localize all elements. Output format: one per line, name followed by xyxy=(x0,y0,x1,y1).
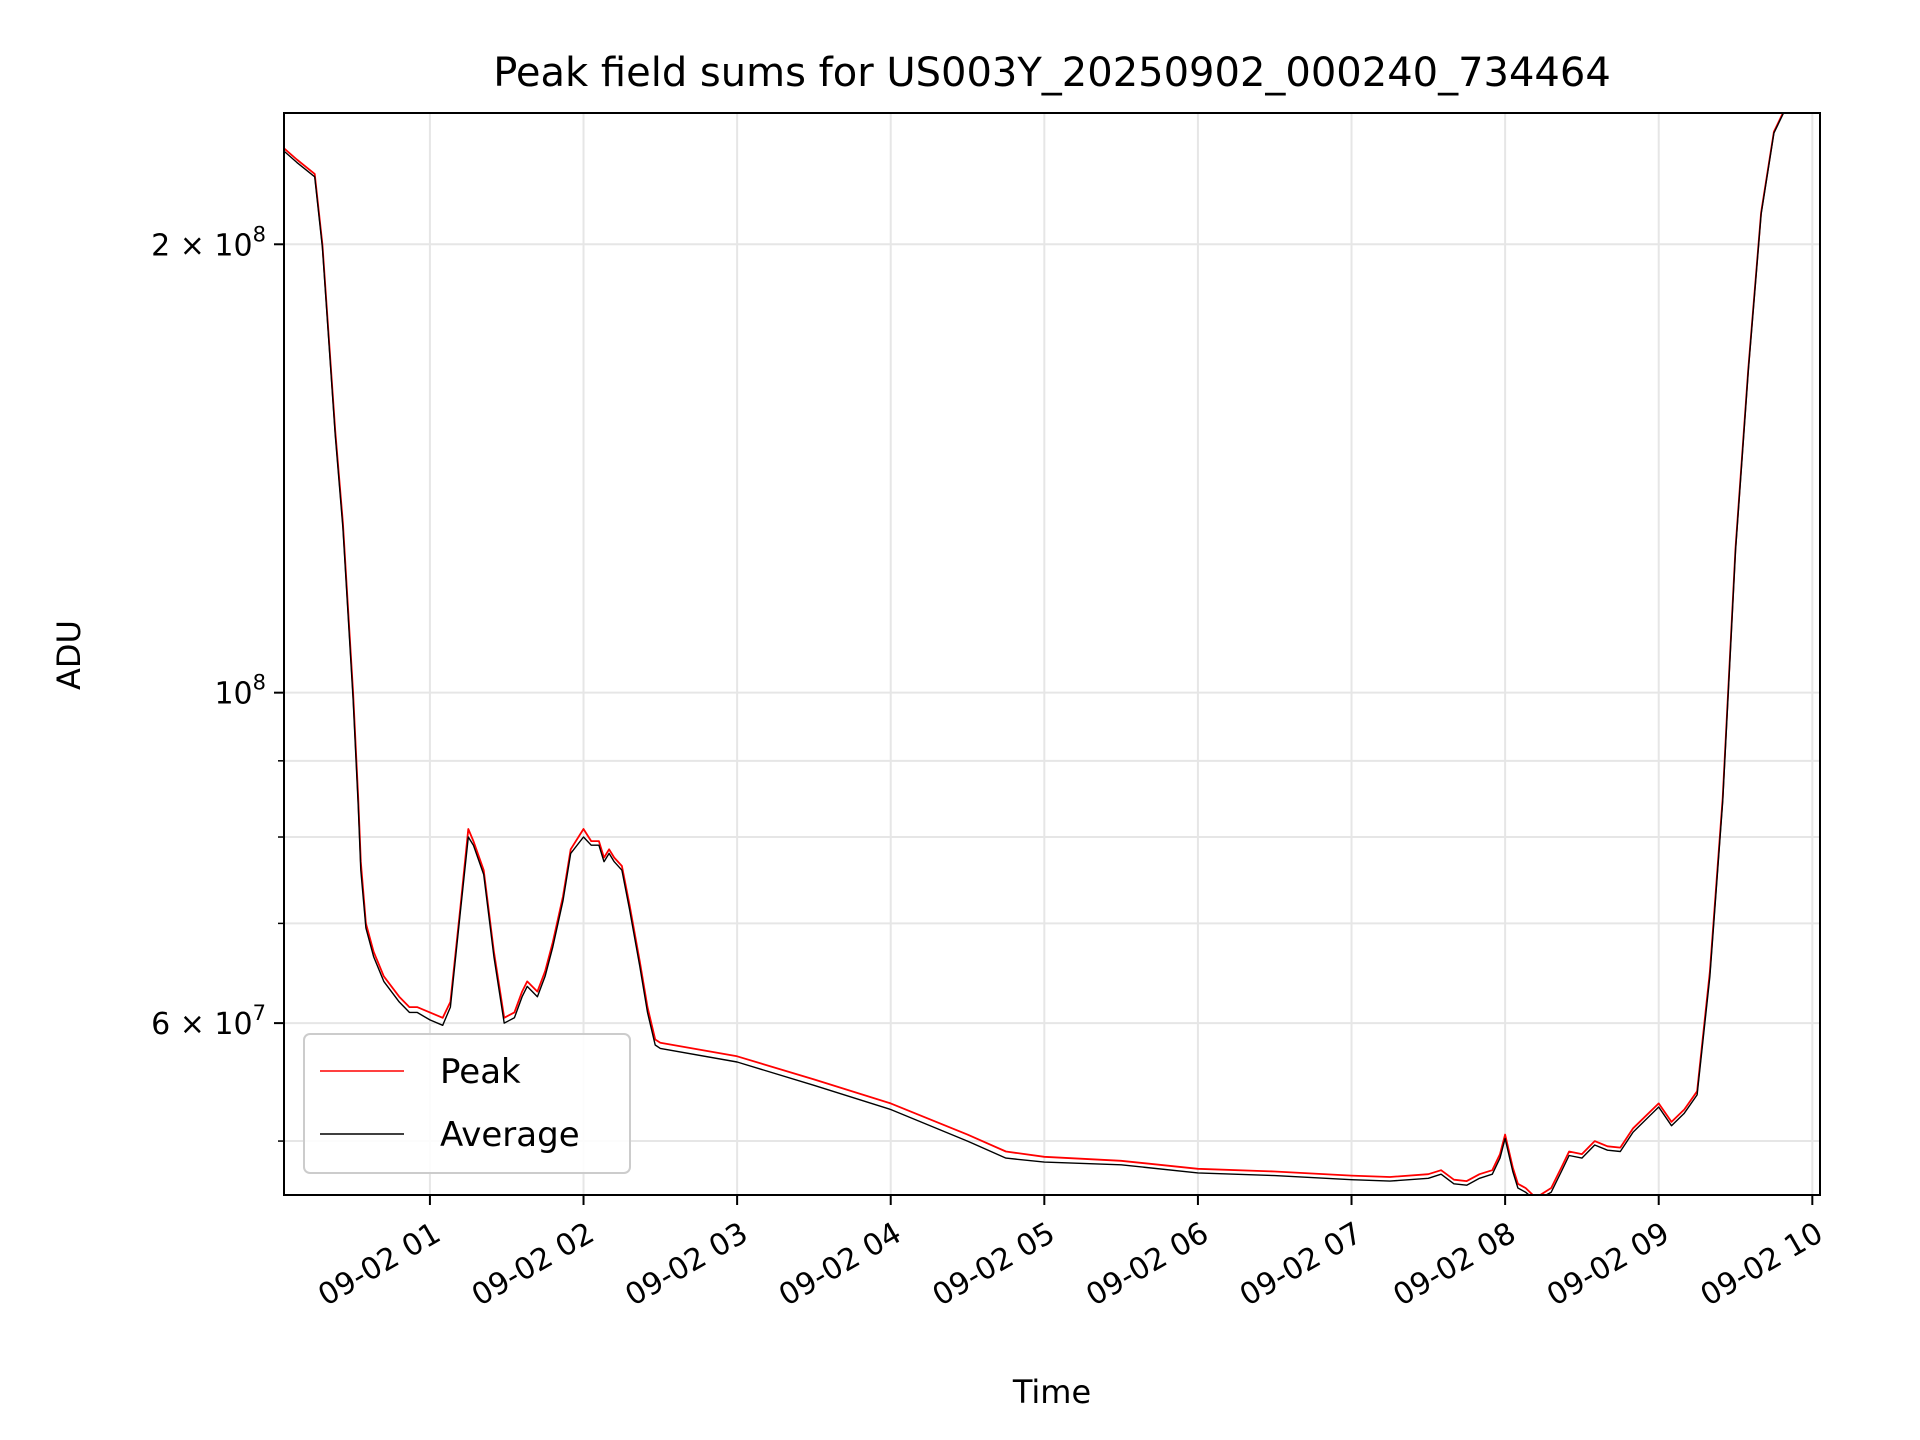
legend: Peak Average xyxy=(303,1033,631,1174)
series-line-average xyxy=(284,113,1785,1195)
y-tick-label: 108 xyxy=(214,671,266,712)
x-axis-title: Time xyxy=(1012,1373,1091,1411)
legend-label-average: Average xyxy=(440,1115,580,1155)
grid xyxy=(284,113,1820,1195)
plot-frame xyxy=(283,112,1821,1196)
y-tick-label: 6 × 107 xyxy=(151,1001,266,1042)
y-axis: 2 × 108 108 6 × 107 xyxy=(151,222,284,1142)
series-layer xyxy=(284,113,1785,1195)
series-line-peak xyxy=(284,113,1784,1195)
legend-box xyxy=(303,1033,631,1174)
legend-label-peak: Peak xyxy=(440,1052,521,1092)
y-axis-title: ADU xyxy=(50,620,88,690)
y-tick-label: 2 × 108 xyxy=(151,222,266,263)
chart-title: Peak field sums for US003Y_20250902_0002… xyxy=(493,50,1611,96)
